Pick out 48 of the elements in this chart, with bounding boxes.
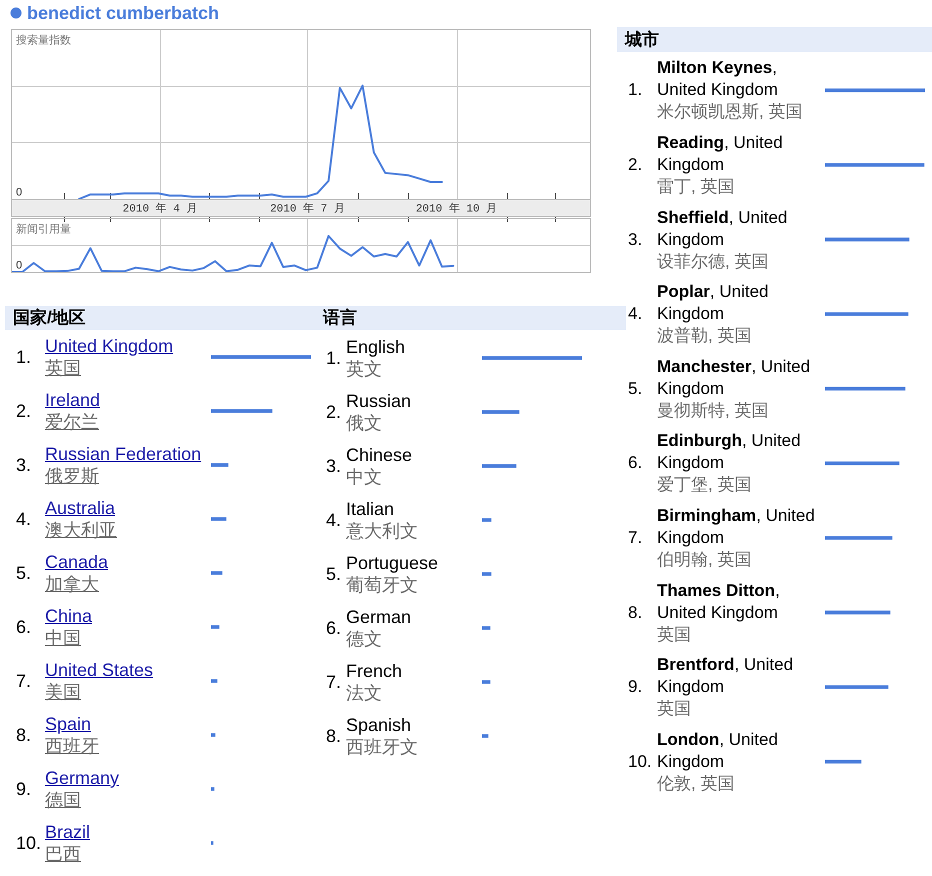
bar <box>825 238 910 242</box>
bar <box>825 312 908 316</box>
bar <box>825 386 906 391</box>
bar <box>825 610 890 614</box>
legend-label: benedict cumberbatch <box>27 2 220 23</box>
bar <box>211 733 216 737</box>
bar <box>482 410 520 414</box>
y-tick-label: 1. Milton Keynes, United Kingdom 米尔顿凯恩斯, 英国 <box>628 57 804 124</box>
bar <box>211 355 311 359</box>
y-tick-label: 9. Brentford, United Kingdom 英国 <box>628 654 794 720</box>
bar <box>211 679 218 683</box>
category-label: 5. Manchester, United Kingdom 曼彻斯特, 英国 <box>628 356 810 420</box>
bar <box>825 461 900 466</box>
x-tick-label: 2010 年 10 月 <box>416 202 498 216</box>
bar <box>211 571 222 575</box>
text: 城市 <box>617 27 932 52</box>
y-axis-title: 搜索量指数 <box>16 34 71 47</box>
text: 国家/地区 <box>5 306 318 330</box>
annotation: 0 <box>16 186 22 199</box>
text: 语言 <box>318 306 626 330</box>
annotation: 0 <box>16 260 22 272</box>
y-tick-label: 3. Sheffield, United Kingdom 设菲尔德, 英国 <box>628 206 788 272</box>
bar <box>211 409 272 413</box>
bar <box>482 464 516 468</box>
bar <box>825 88 925 92</box>
bar <box>482 680 490 684</box>
y-tick-label: 2. Reading, United Kingdom 雷丁, 英国 <box>628 132 784 198</box>
bar <box>482 518 492 522</box>
category-label: 7. Birmingham, United Kingdom 伯明翰, 英国 <box>628 506 815 569</box>
y-axis-title: 新闻引用量 <box>16 222 71 236</box>
bar <box>211 625 220 629</box>
bar <box>825 760 862 764</box>
x-tick-label: 2010 年 4 月 <box>122 202 198 216</box>
bar <box>825 536 892 540</box>
bar <box>482 626 490 630</box>
bar <box>482 734 488 738</box>
bar <box>825 163 924 167</box>
y-tick-label: 8. Thames Ditton, United Kingdom 英国 <box>628 580 781 646</box>
y-tick-label: 6. Edinburgh, United Kingdom 爱丁堡, 英国 <box>628 430 802 496</box>
x-tick-label: 2010 年 7 月 <box>270 202 345 216</box>
bar <box>825 685 888 689</box>
bar <box>482 356 582 360</box>
y-tick-label: 10. London, United Kingdom 伦敦, 英国 <box>628 728 779 795</box>
bar <box>211 787 214 791</box>
bar <box>211 463 228 467</box>
y-tick-label: 4. Poplar, United Kingdom 波普勒, 英国 <box>628 281 770 348</box>
bar <box>211 517 226 521</box>
bar <box>482 572 492 576</box>
